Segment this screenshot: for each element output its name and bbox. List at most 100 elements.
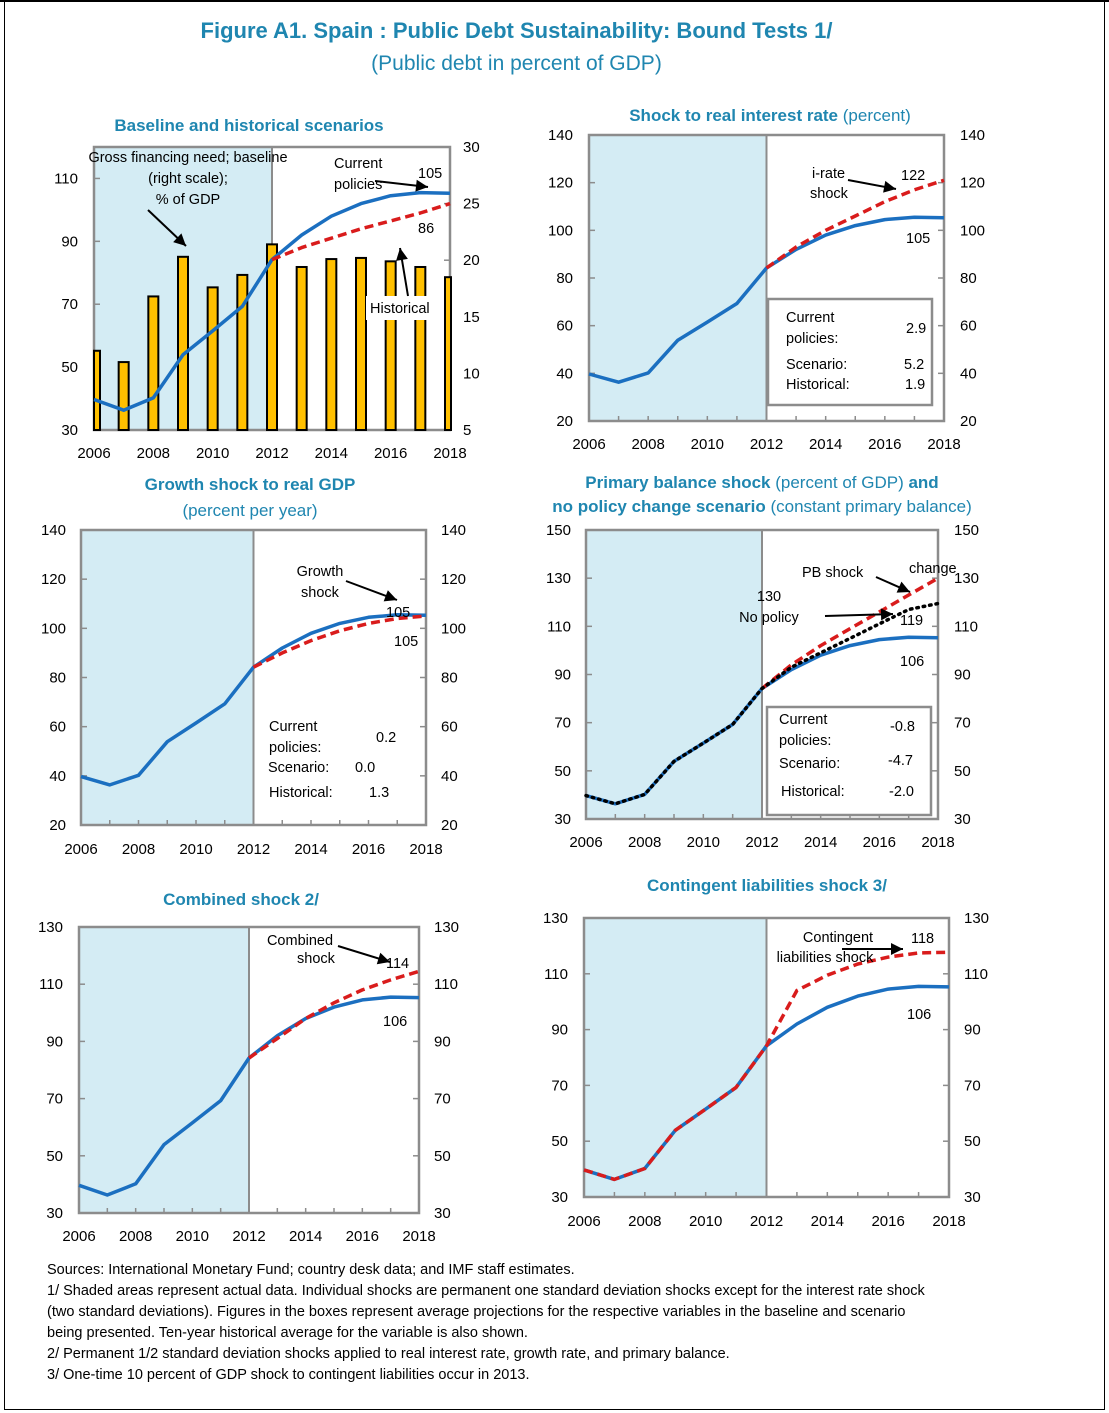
box-value-scenario: 0.0 [355,760,375,776]
series-line-i-rate-shock [765,178,945,270]
chart-title: Shock to real interest rate (percent) [629,106,911,125]
annotation-label: policies [334,177,382,193]
annotation-label: 105 [418,166,442,182]
y-tick-label: 20 [556,413,573,430]
y-tick-label: 110 [54,170,78,187]
chart-title2-main: no policy change scenario [552,497,766,516]
note-1: 1/ Shaded areas represent actual data. I… [47,1283,925,1299]
annotation-bg [366,296,442,320]
series-line-combined-shock [248,969,420,1060]
y2-tick-label: 120 [960,175,985,192]
y2-tick-label: 70 [434,1091,451,1108]
annotation-arrow-head [415,179,428,192]
chart-title-main: Shock to real interest rate [629,106,838,125]
y2-tick-label: 50 [954,763,971,780]
annotation-label: Growth [297,564,344,580]
y2-tick-label: 60 [441,719,458,736]
y2-tick-label: 120 [441,571,466,588]
gfn-bar [355,256,367,431]
y-tick-label: 150 [546,522,571,539]
x-tick-label: 2012 [750,1213,783,1230]
gfn-bar [117,361,130,431]
gfn-bar [266,243,278,431]
annotation-label: (right scale); [148,171,228,187]
y2-tick-label: 30 [964,1189,981,1206]
x-tick-label: 2006 [62,1228,95,1245]
x-tick-label: 2016 [871,1213,904,1230]
actual-data-shade [81,530,254,825]
x-tick-label: 2016 [346,1228,379,1245]
x-tick-label: 2014 [294,841,327,858]
chart-contingent-liabilities-shock: Contingent liabilities shock 3/30 30 50 50 7… [543,876,989,1230]
chart-title: Combined shock 2/ [163,890,319,909]
x-tick-label: 2010 [196,445,229,462]
gfn-bar [93,349,101,432]
x-tick-label: 2008 [631,436,664,453]
x-tick-label: 2014 [289,1228,322,1245]
actual-data-shade [586,530,762,819]
x-tick-label: 2016 [374,445,407,462]
series-line-historical [271,201,451,262]
y2-tick-label: 10 [463,365,480,382]
x-tick-label: 2008 [122,841,155,858]
x-tick-label: 2012 [232,1228,265,1245]
annotation-label: Current [334,156,382,172]
chart-growth-shock: Growth shock to real GDP (percent per yea… [41,475,466,858]
y-tick-label: 40 [49,768,66,785]
x-tick-label: 2012 [255,445,288,462]
y2-tick-label: 15 [463,309,480,326]
annotation-label: liabilities shock [777,950,874,966]
y-tick-label: 130 [543,910,568,927]
x-tick-label: 2014 [804,834,837,851]
box-label-policies: policies: [779,733,831,749]
chart-combined-shock: Combined shock 2/30 30 50 50 70 70 90 90 110 110 1… [38,890,459,1245]
x-tick-label: 2006 [569,834,602,851]
annotation-arrow-head [376,952,390,965]
y2-tick-label: 20 [463,252,480,269]
x-tick-label: 2014 [809,436,842,453]
y2-tick-label: 110 [954,618,978,635]
box-label-scenario: Scenario: [786,357,847,373]
gfn-bar [414,265,427,431]
series-line-growth-shock [252,614,427,669]
y-tick-label: 110 [39,976,63,993]
y2-tick-label: 40 [441,768,458,785]
gfn-bar [295,265,308,431]
annotation-arrow-head [880,608,893,621]
x-tick-label: 2016 [352,841,385,858]
note-1-cont2: being presented. Ten-year historical ave… [47,1325,528,1341]
x-tick-label: 2018 [921,834,954,851]
annotation-label: 119 [900,613,923,629]
annotation-label: 106 [900,654,924,670]
chart-title: Baseline and historical scenarios [114,116,383,135]
chart-title-main: Growth shock to real GDP [145,475,356,494]
annotation-label: Historical [370,301,430,317]
annotation-label: Contingent [803,930,873,946]
x-tick-label: 2006 [567,1213,600,1230]
box-label-historical: Historical: [781,784,845,800]
box-value-scenario: 5.2 [904,357,924,373]
gfn-bar [206,286,219,432]
y2-tick-label: 40 [960,365,977,382]
note-sources: Sources: International Monetary Fund; co… [47,1262,575,1278]
y-tick-label: 100 [548,222,573,239]
box-value-scenario: -4.7 [888,753,913,769]
box-label-scenario: Scenario: [268,760,329,776]
chart-title-main: Baseline and historical scenarios [114,116,383,135]
annotation-label: change [909,561,957,577]
annotation-label: 122 [901,168,925,184]
chart-interest-rate-shock: Shock to real interest rate (percent) 20 2… [548,106,985,453]
y-tick-label: 80 [49,670,66,687]
y-tick-label: 60 [49,719,66,736]
x-tick-label: 2018 [927,436,960,453]
y-tick-label: 90 [61,233,78,250]
y2-tick-label: 150 [954,522,979,539]
x-tick-label: 2014 [315,445,348,462]
y-tick-label: 70 [551,1077,568,1094]
annotation-label: Gross financing need; baseline [88,150,287,166]
x-tick-label: 2010 [689,1213,722,1230]
y2-tick-label: 30 [463,139,480,156]
y2-tick-label: 50 [434,1148,451,1165]
annotation-arrow-head [896,581,910,593]
